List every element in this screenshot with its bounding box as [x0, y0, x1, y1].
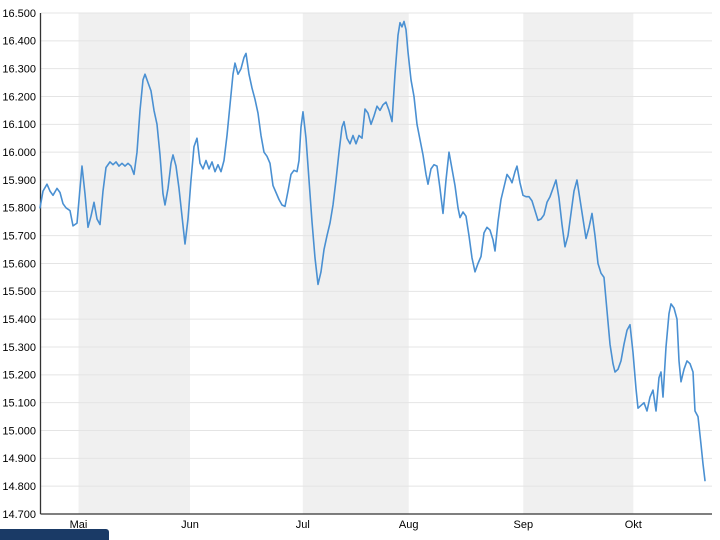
x-tick-label: Jun [181, 519, 199, 531]
x-tick-label: Mai [70, 519, 88, 531]
y-tick-label: 14.900 [2, 453, 36, 465]
y-tick-label: 15.900 [2, 175, 36, 187]
y-tick-label: 16.100 [2, 119, 36, 131]
y-tick-label: 15.700 [2, 230, 36, 242]
y-tick-label: 15.100 [2, 397, 36, 409]
y-tick-label: 15.500 [2, 286, 36, 298]
browser-status-bar [0, 529, 109, 540]
y-tick-label: 14.800 [2, 481, 36, 493]
y-tick-label: 14.700 [2, 509, 36, 521]
y-tick-label: 16.200 [2, 91, 36, 103]
x-tick-label: Okt [625, 519, 642, 531]
y-tick-label: 15.000 [2, 425, 36, 437]
y-tick-label: 16.000 [2, 147, 36, 159]
x-tick-label: Aug [399, 519, 419, 531]
y-tick-label: 15.600 [2, 258, 36, 270]
y-tick-label: 15.300 [2, 342, 36, 354]
y-tick-label: 15.200 [2, 370, 36, 382]
x-tick-label: Sep [514, 519, 534, 531]
y-tick-label: 16.300 [2, 63, 36, 75]
y-tick-label: 15.400 [2, 314, 36, 326]
y-tick-label: 16.400 [2, 36, 36, 48]
y-tick-label: 15.800 [2, 203, 36, 215]
y-tick-label: 16.500 [2, 8, 36, 20]
price-line [39, 20, 706, 482]
x-tick-label: Jul [296, 519, 310, 531]
